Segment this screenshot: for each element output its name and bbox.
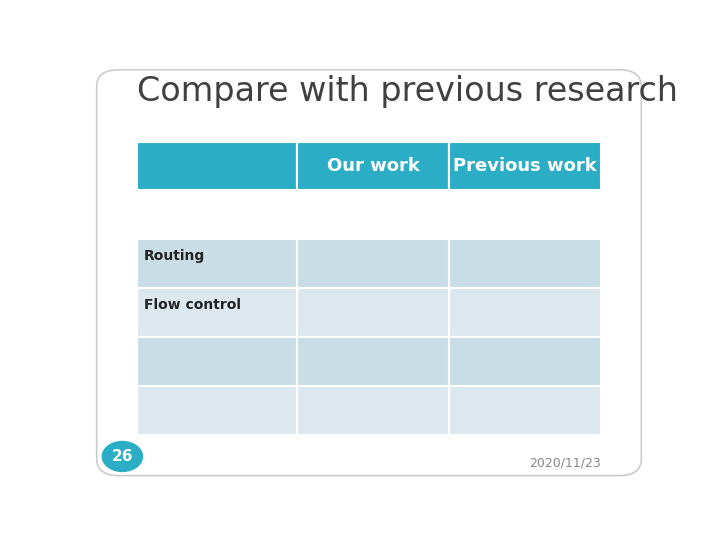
Text: Routing: Routing bbox=[144, 249, 205, 263]
Bar bbox=[297, 386, 449, 435]
Bar bbox=[297, 288, 449, 337]
Bar bbox=[138, 141, 297, 190]
Bar bbox=[297, 239, 449, 288]
Bar bbox=[449, 141, 600, 190]
Bar bbox=[449, 386, 600, 435]
Bar bbox=[138, 288, 297, 337]
Text: Our work: Our work bbox=[327, 157, 420, 174]
Bar bbox=[138, 337, 297, 386]
Bar bbox=[449, 239, 600, 288]
Circle shape bbox=[102, 442, 143, 471]
Text: Previous work: Previous work bbox=[453, 157, 597, 174]
Bar bbox=[297, 337, 449, 386]
Bar bbox=[138, 239, 297, 288]
Bar bbox=[449, 337, 600, 386]
FancyBboxPatch shape bbox=[96, 70, 642, 476]
Text: 2020/11/23: 2020/11/23 bbox=[528, 457, 600, 470]
Text: Flow control: Flow control bbox=[144, 298, 241, 312]
Bar bbox=[297, 141, 449, 190]
Text: 26: 26 bbox=[112, 449, 133, 464]
Bar bbox=[449, 288, 600, 337]
Text: Compare with previous research: Compare with previous research bbox=[138, 76, 678, 109]
Bar bbox=[138, 386, 297, 435]
